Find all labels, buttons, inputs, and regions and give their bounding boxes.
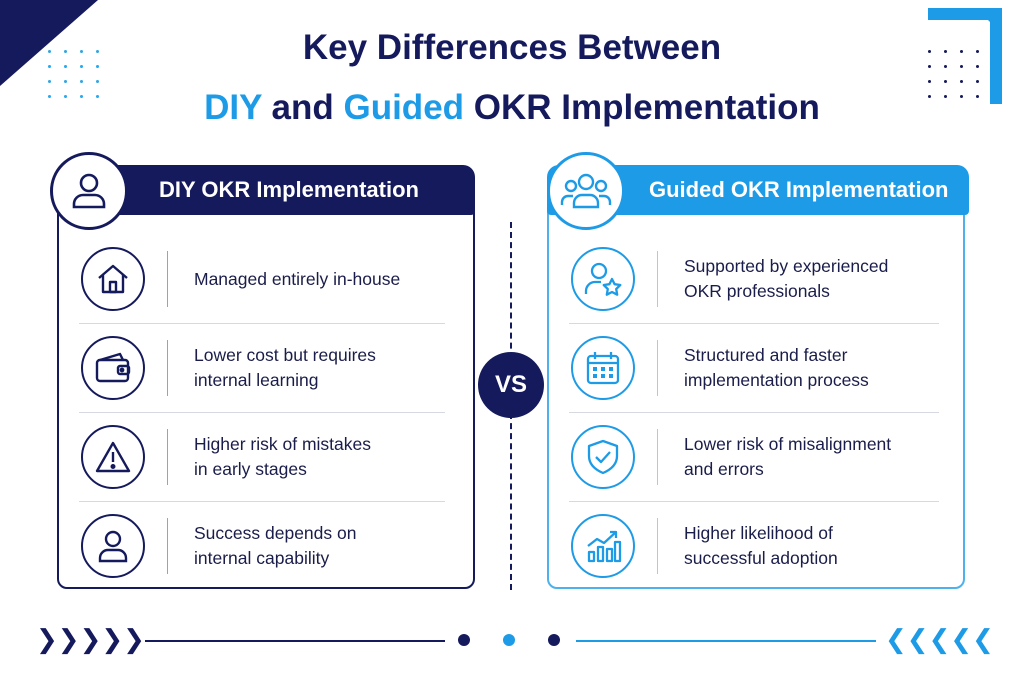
- guided-list: Supported by experienced OKR professiona…: [549, 235, 967, 590]
- separator: [657, 429, 658, 485]
- list-item: Lower risk of misalignment and errors: [549, 413, 967, 501]
- footer-line: [576, 640, 876, 642]
- chevrons-left-icon: ❮❮❮❮❮: [885, 624, 994, 654]
- separator: [657, 340, 658, 396]
- separator: [657, 518, 658, 574]
- title-and-word: and: [261, 88, 344, 127]
- diy-list: Managed entirely in-house Lower cost but…: [59, 235, 473, 590]
- divider: [569, 501, 939, 502]
- separator: [167, 251, 168, 307]
- title-guided-word: Guided: [343, 88, 465, 127]
- house-icon: [81, 247, 145, 311]
- chevrons-right-icon: ❯❯❯❯❯: [36, 624, 145, 654]
- diy-item-text: Higher risk of mistakes in early stages: [194, 434, 371, 479]
- diy-panel-header: DIY OKR Implementation: [57, 165, 475, 215]
- person-icon: [81, 514, 145, 578]
- corner-bracket-decoration: [928, 8, 1002, 104]
- guided-item-text: Supported by experienced OKR professiona…: [684, 256, 889, 301]
- list-item: Lower cost but requires internal learnin…: [59, 324, 473, 412]
- title-diy-word: DIY: [204, 88, 262, 127]
- calendar-icon: [571, 336, 635, 400]
- dot-grid-decoration: [928, 50, 979, 98]
- separator: [167, 518, 168, 574]
- user-icon: [50, 152, 128, 230]
- separator: [167, 340, 168, 396]
- guided-item-text: Lower risk of misalignment and errors: [684, 434, 892, 479]
- separator: [167, 429, 168, 485]
- page-title-line2: DIY and Guided OKR Implementation: [0, 88, 1024, 128]
- guided-item-text: Structured and faster implementation pro…: [684, 345, 869, 390]
- list-item: Managed entirely in-house: [59, 235, 473, 323]
- team-icon: [547, 152, 625, 230]
- footer-dot: [503, 634, 515, 646]
- footer-dot: [548, 634, 560, 646]
- corner-triangle-decoration: [0, 0, 98, 86]
- expert-star-icon: [571, 247, 635, 311]
- shield-check-icon: [571, 425, 635, 489]
- growth-chart-icon: [571, 514, 635, 578]
- divider: [569, 323, 939, 324]
- footer-line: [145, 640, 445, 642]
- warning-icon: [81, 425, 145, 489]
- title-rest: OKR Implementation: [464, 88, 820, 127]
- divider: [79, 323, 445, 324]
- separator: [657, 251, 658, 307]
- list-item: Structured and faster implementation pro…: [549, 324, 967, 412]
- diy-item-text: Managed entirely in-house: [194, 268, 401, 289]
- list-item: Higher likelihood of successful adoption: [549, 502, 967, 590]
- divider: [569, 412, 939, 413]
- guided-item-text: Higher likelihood of successful adoption: [684, 523, 838, 568]
- list-item: Supported by experienced OKR professiona…: [549, 235, 967, 323]
- page-title-line1: Key Differences Between: [302, 28, 722, 67]
- list-item: Success depends on internal capability: [59, 502, 473, 590]
- list-item: Higher risk of mistakes in early stages: [59, 413, 473, 501]
- diy-item-text: Lower cost but requires internal learnin…: [194, 345, 376, 390]
- dot-grid-decoration: [48, 50, 99, 98]
- diy-item-text: Success depends on internal capability: [194, 523, 357, 568]
- footer-dot: [458, 634, 470, 646]
- vs-badge: VS: [478, 352, 544, 418]
- divider: [79, 412, 445, 413]
- wallet-icon: [81, 336, 145, 400]
- divider: [79, 501, 445, 502]
